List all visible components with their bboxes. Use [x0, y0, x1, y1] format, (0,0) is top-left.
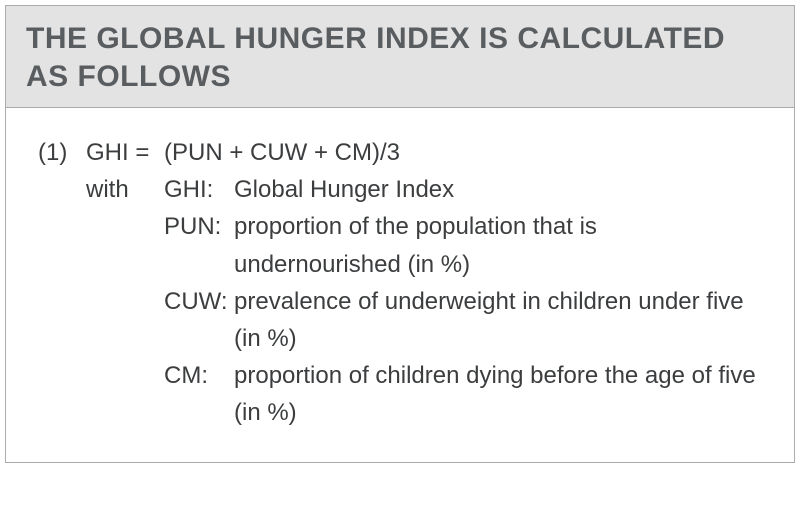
definition-row: PUN: proportion of the population that i…	[38, 208, 762, 282]
def-text: prevalence of underweight in children un…	[234, 283, 762, 357]
header-title: THE GLOBAL HUNGER INDEX IS CALCULATED AS…	[26, 20, 774, 95]
def-abbr: PUN:	[164, 208, 234, 245]
def-abbr: CUW:	[164, 283, 234, 320]
body-box: (1) GHI = (PUN + CUW + CM)/3 with GHI: G…	[5, 108, 795, 463]
formula-expression: (PUN + CUW + CM)/3	[164, 134, 762, 171]
def-text: proportion of the population that is und…	[234, 208, 762, 282]
equation-row: (1) GHI = (PUN + CUW + CM)/3	[38, 134, 762, 171]
definition-row: with GHI: Global Hunger Index	[38, 171, 762, 208]
equation-number: (1)	[38, 134, 86, 171]
def-text: proportion of children dying before the …	[234, 357, 762, 431]
header-box: THE GLOBAL HUNGER INDEX IS CALCULATED AS…	[5, 5, 795, 108]
def-abbr: CM:	[164, 357, 234, 394]
definition-row: CUW: prevalence of underweight in childr…	[38, 283, 762, 357]
lhs-label: GHI =	[86, 134, 164, 171]
def-abbr: GHI:	[164, 171, 234, 208]
figure-container: THE GLOBAL HUNGER INDEX IS CALCULATED AS…	[5, 5, 795, 463]
def-text: Global Hunger Index	[234, 171, 762, 208]
definition-row: CM: proportion of children dying before …	[38, 357, 762, 431]
with-label: with	[86, 171, 164, 208]
